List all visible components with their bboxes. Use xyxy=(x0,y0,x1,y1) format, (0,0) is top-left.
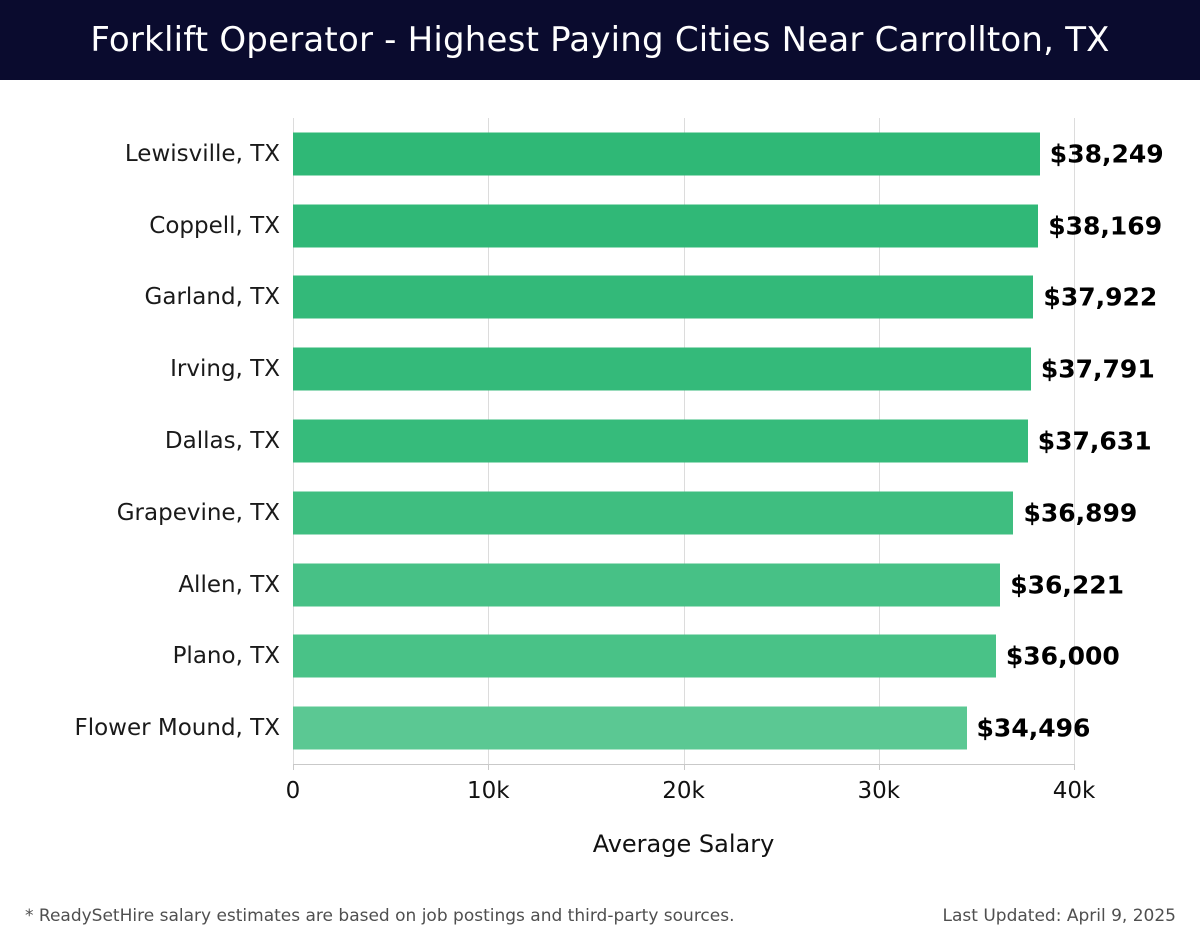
x-tick-label: 20k xyxy=(662,778,705,804)
chart-title: Forklift Operator - Highest Paying Citie… xyxy=(90,20,1110,60)
category-label: Coppell, TX xyxy=(149,212,280,239)
bar-row: Flower Mound, TX $34,496 xyxy=(74,692,1090,764)
category-label: Grapevine, TX xyxy=(116,499,280,526)
bar-row: Allen, TX $36,221 xyxy=(178,549,1124,621)
bar-row: Coppell, TX $38,169 xyxy=(149,190,1162,262)
bar xyxy=(293,204,1039,248)
value-label: $38,249 xyxy=(1049,139,1164,169)
bar xyxy=(293,347,1031,391)
bar xyxy=(293,491,1014,535)
x-tick-mark xyxy=(1074,764,1075,770)
x-tick-mark xyxy=(293,764,294,770)
value-label: $34,496 xyxy=(976,713,1091,743)
x-axis-ticks: 0 10k 20k 30k 40k xyxy=(286,778,1096,810)
bar xyxy=(293,634,996,678)
bar xyxy=(293,275,1034,319)
x-tick-label: 10k xyxy=(466,778,510,804)
x-tick-mark xyxy=(683,764,685,770)
category-label: Lewisville, TX xyxy=(124,140,280,167)
value-label: $37,631 xyxy=(1037,426,1152,456)
bar xyxy=(293,563,1001,607)
bar-row: Plano, TX $36,000 xyxy=(173,620,1120,692)
last-updated: Last Updated: April 9, 2025 xyxy=(942,906,1176,926)
plot-area: Lewisville, TX $38,249 Coppell, TX $38,1… xyxy=(74,118,1164,770)
bar-row: Dallas, TX $37,631 xyxy=(165,405,1152,477)
category-label: Dallas, TX xyxy=(164,428,280,455)
footnote: * ReadySetHire salary estimates are base… xyxy=(25,906,735,926)
category-label: Irving, TX xyxy=(170,356,280,383)
gridline xyxy=(1074,118,1075,764)
x-tick-label: 0 xyxy=(285,778,301,804)
footer: * ReadySetHire salary estimates are base… xyxy=(25,906,1176,926)
category-label: Garland, TX xyxy=(144,284,280,311)
bar xyxy=(293,419,1028,463)
value-label: $37,791 xyxy=(1040,354,1155,384)
x-axis-title: Average Salary xyxy=(592,830,775,858)
x-tick-label: 40k xyxy=(1052,778,1096,804)
bar xyxy=(293,132,1040,176)
bar-row: Garland, TX $37,922 xyxy=(145,262,1157,334)
bar-row: Lewisville, TX $38,249 xyxy=(125,118,1164,190)
bar-rows: Lewisville, TX $38,249 Coppell, TX $38,1… xyxy=(74,118,1164,764)
x-tick-mark xyxy=(878,764,880,770)
x-tick-mark xyxy=(488,764,490,770)
x-tick-label: 30k xyxy=(857,778,901,804)
value-label: $38,169 xyxy=(1048,211,1163,241)
value-label: $36,899 xyxy=(1023,498,1138,528)
category-label: Plano, TX xyxy=(172,643,280,670)
header-bar: Forklift Operator - Highest Paying Citie… xyxy=(0,0,1200,80)
category-label: Flower Mound, TX xyxy=(74,715,280,742)
value-label: $36,221 xyxy=(1010,570,1125,600)
bar-row: Grapevine, TX $36,899 xyxy=(117,477,1137,549)
bar-row: Irving, TX $37,791 xyxy=(170,333,1155,405)
value-label: $37,922 xyxy=(1043,282,1158,312)
category-label: Allen, TX xyxy=(178,571,280,598)
bar xyxy=(293,706,967,750)
value-label: $36,000 xyxy=(1005,641,1120,671)
